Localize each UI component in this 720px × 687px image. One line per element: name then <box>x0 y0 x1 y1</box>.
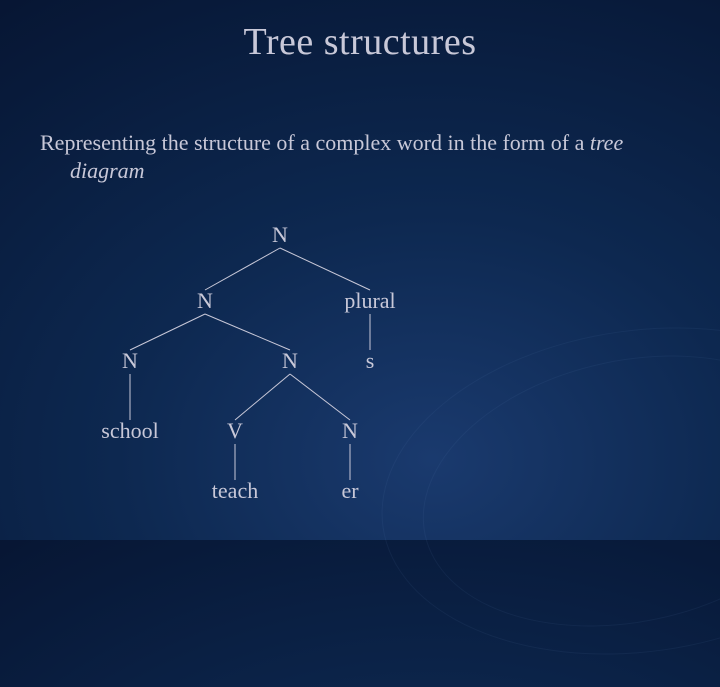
tree-node-n8: N <box>342 418 358 444</box>
tree-node-n1: N <box>197 288 213 314</box>
tree-node-n9: teach <box>212 478 258 504</box>
tree-node-n6: school <box>101 418 158 444</box>
tree-node-n5: s <box>366 348 375 374</box>
title-text: Tree structures <box>244 21 477 63</box>
subtitle-line2: diagram <box>70 158 145 184</box>
tree-node-n2: plural <box>344 288 395 314</box>
subtitle-line1: Representing the structure of a complex … <box>40 130 623 156</box>
tree-node-n7: V <box>227 418 243 444</box>
tree-node-n10: er <box>341 478 358 504</box>
tree-edges <box>0 0 720 540</box>
subtitle-italic-1: tree <box>590 130 623 155</box>
tree-node-n4: N <box>282 348 298 374</box>
page-title: Tree structures <box>0 20 720 64</box>
tree-node-n0: N <box>272 222 288 248</box>
subtitle-text-1: Representing the structure of a complex … <box>40 130 590 155</box>
subtitle-italic-2: diagram <box>70 158 145 183</box>
tree-node-n3: N <box>122 348 138 374</box>
